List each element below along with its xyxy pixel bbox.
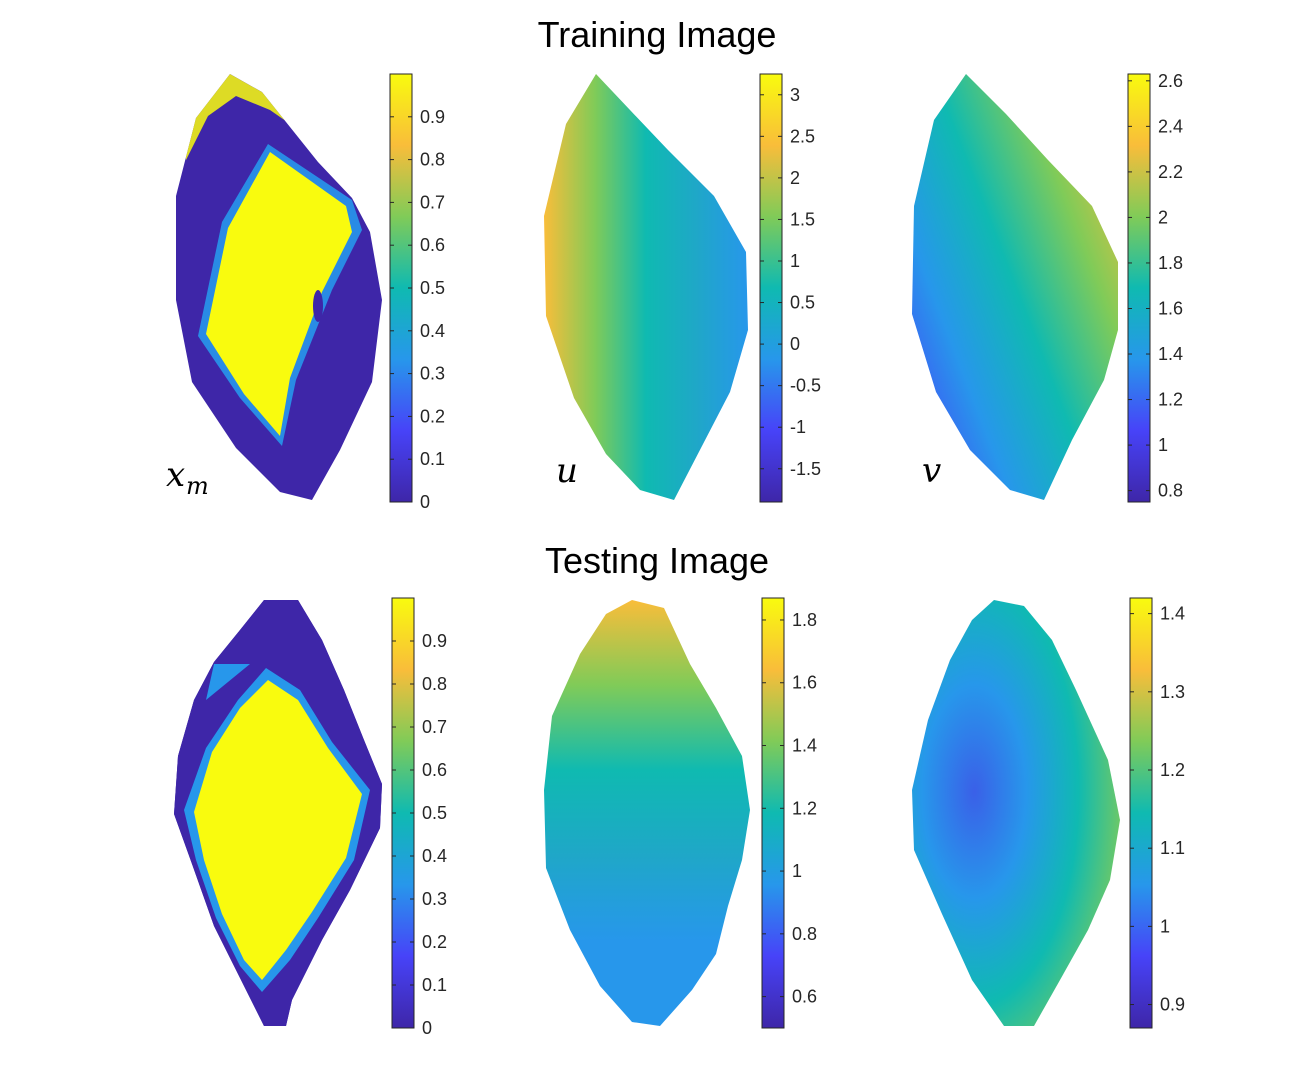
- colorbar-tick-label: 1.5: [790, 209, 815, 229]
- panel-3: 0.8 1 1.2 1.4 1.6 1.8 2 2.2 2.4 2.6 v: [912, 71, 1183, 503]
- colorbar-tick-label: 0.8: [422, 674, 447, 694]
- colorbar-tick-label: 2: [1158, 207, 1168, 227]
- colorbar-tick-label: 2: [790, 168, 800, 188]
- colorbar: [759, 73, 783, 503]
- panel-5: 0.6 0.8 1 1.2 1.4 1.6 1.8: [544, 597, 817, 1029]
- colorbar-tick-label: 0.3: [422, 889, 447, 909]
- training-title: Training Image: [537, 14, 777, 55]
- panel-6: 0.9 1 1.1 1.2 1.3 1.4: [912, 597, 1185, 1029]
- colorbar-tick-label: 0: [790, 334, 800, 354]
- colorbar-tick-label: 1.6: [1158, 298, 1183, 318]
- colorbar-tick-label: 0.6: [792, 987, 817, 1007]
- colorbar-tick-label: 1.2: [792, 798, 817, 818]
- colorbar-tick-label: 0.6: [420, 235, 445, 255]
- colorbar-tick-label: 3: [790, 85, 800, 105]
- heatmap-field: [176, 74, 382, 500]
- colorbar-tick-label: 1.4: [792, 736, 817, 756]
- colorbar: [761, 597, 785, 1029]
- heatmap-field: [544, 600, 750, 1026]
- colorbar-tick-label: 2.2: [1158, 162, 1183, 182]
- colorbar-tick-label: 0.4: [420, 321, 445, 341]
- colorbar-tick-label: 0.8: [792, 924, 817, 944]
- colorbar-tick-label: 1.2: [1160, 760, 1185, 780]
- panel-1: 0 0.1 0.2 0.3 0.4 0.5 0.6 0.7 0.8 0.9 x m: [166, 73, 445, 512]
- colorbar-tick-label: 1.2: [1158, 390, 1183, 410]
- colorbar-tick-label: 0.9: [422, 631, 447, 651]
- panel-variable-label: u: [556, 451, 578, 491]
- colorbar-tick-label: 0.2: [422, 932, 447, 952]
- colorbar-tick-label: 0.8: [420, 150, 445, 170]
- colorbar-tick-label: 0.9: [420, 107, 445, 127]
- colorbar-tick-label: 0.7: [422, 717, 447, 737]
- colorbar-tick-label: 1: [790, 251, 800, 271]
- panel-variable-label: x: [166, 455, 185, 495]
- heatmap-field: [174, 600, 382, 1026]
- heatmap-field: [544, 74, 748, 500]
- colorbar-tick-label: 0.8: [1158, 481, 1183, 501]
- colorbar-tick-label: 0: [422, 1018, 432, 1038]
- testing-title: Testing Image: [544, 540, 770, 581]
- heatmap-field: [912, 600, 1120, 1026]
- colorbar-tick-label: 0.7: [420, 192, 445, 212]
- colorbar-tick-label: 1.3: [1160, 682, 1185, 702]
- colorbar-tick-label: 0: [420, 492, 430, 512]
- colorbar-tick-label: 1.4: [1158, 344, 1183, 364]
- colorbar-tick-label: 0.5: [422, 803, 447, 823]
- colorbar-tick-label: 2.6: [1158, 71, 1183, 91]
- colorbar-tick-label: 1: [1160, 916, 1170, 936]
- colorbar-tick-label: 0.6: [422, 760, 447, 780]
- colorbar-tick-label: -0.5: [790, 376, 821, 396]
- colorbar-tick-label: 1.1: [1160, 838, 1185, 858]
- colorbar-tick-label: 0.5: [420, 278, 445, 298]
- colorbar-tick-label: 0.5: [790, 293, 815, 313]
- colorbar-tick-label: 0.3: [420, 364, 445, 384]
- colorbar: [1127, 73, 1151, 503]
- colorbar-tick-label: 0.4: [422, 846, 447, 866]
- colorbar-tick-label: 1.8: [1158, 253, 1183, 273]
- colorbar: [1129, 597, 1153, 1029]
- colorbar-tick-label: 1: [1158, 435, 1168, 455]
- colorbar-tick-label: 1: [792, 861, 802, 881]
- panel-2: -1.5 -1 -0.5 0 0.5 1 1.5 2 2.5 3 u: [544, 73, 821, 503]
- colorbar-tick-label: 0.1: [422, 975, 447, 995]
- colorbar-tick-label: 0.9: [1160, 995, 1185, 1015]
- colorbar-tick-label: 1.8: [792, 610, 817, 630]
- colorbar-tick-label: 2.4: [1158, 116, 1183, 136]
- colorbar-tick-label: 1.4: [1160, 604, 1185, 624]
- panel-variable-label: v: [922, 451, 941, 491]
- colorbar-tick-label: -1.5: [790, 459, 821, 479]
- heatmap-field: [912, 74, 1118, 500]
- panel-4: 0 0.1 0.2 0.3 0.4 0.5 0.6 0.7 0.8 0.9: [174, 597, 447, 1038]
- panel-variable-subscript: m: [186, 472, 209, 500]
- colorbar-tick-label: 2.5: [790, 126, 815, 146]
- colorbar-tick-label: 0.1: [420, 449, 445, 469]
- colorbar-tick-label: 1.6: [792, 673, 817, 693]
- colorbar-tick-label: -1: [790, 417, 806, 437]
- colorbar-tick-label: 0.2: [420, 406, 445, 426]
